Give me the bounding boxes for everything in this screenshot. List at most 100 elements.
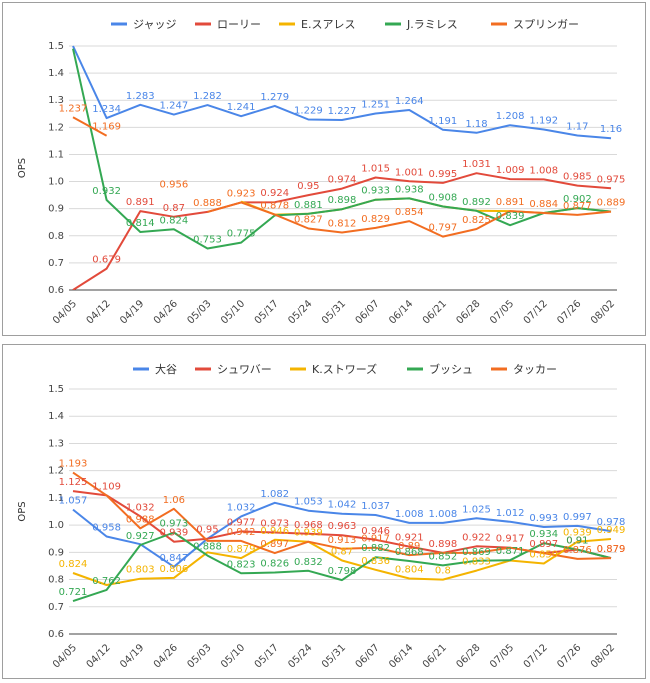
data-label: 0.938 bbox=[395, 184, 424, 195]
data-label: 0.877 bbox=[563, 201, 592, 212]
data-label: 1.169 bbox=[92, 122, 121, 133]
data-label: 0.812 bbox=[328, 219, 357, 230]
x-tick-label: 06/28 bbox=[454, 298, 482, 326]
data-label: 1.17 bbox=[566, 121, 588, 132]
series-line bbox=[72, 471, 612, 560]
data-label: 0.956 bbox=[160, 179, 189, 190]
x-tick-label: 06/21 bbox=[421, 298, 449, 326]
data-label: 0.939 bbox=[160, 528, 189, 539]
x-tick-label: 07/12 bbox=[522, 298, 550, 326]
data-label: 0.832 bbox=[294, 557, 323, 568]
data-label: 0.879 bbox=[597, 544, 626, 555]
data-label: 1.282 bbox=[193, 91, 222, 102]
data-label: 0.968 bbox=[294, 520, 323, 531]
data-label: 0.859 bbox=[529, 549, 558, 560]
data-label: 1.193 bbox=[59, 459, 88, 470]
data-label: 0.946 bbox=[260, 526, 289, 537]
data-label: 0.913 bbox=[328, 535, 357, 546]
data-label: 0.827 bbox=[294, 214, 323, 225]
data-label: 1.057 bbox=[59, 496, 88, 507]
data-label: 0.917 bbox=[361, 534, 390, 545]
data-label: 0.946 bbox=[361, 526, 390, 537]
x-tick-label: 06/07 bbox=[354, 642, 382, 670]
x-tick-label: 06/14 bbox=[387, 298, 415, 326]
data-label: 0.898 bbox=[328, 195, 357, 206]
data-label: 0.891 bbox=[496, 197, 525, 208]
data-label: 1.191 bbox=[429, 116, 458, 127]
series-line bbox=[72, 172, 612, 290]
data-label: 1.025 bbox=[462, 504, 491, 515]
x-tick-label: 04/05 bbox=[51, 298, 79, 326]
x-tick-label: 04/12 bbox=[85, 642, 113, 670]
data-label: 0.8 bbox=[435, 566, 451, 577]
y-tick-label: 1.4 bbox=[48, 68, 64, 79]
data-label: 0.881 bbox=[294, 200, 323, 211]
data-label: 1.283 bbox=[126, 91, 155, 102]
data-label: 0.91 bbox=[566, 536, 588, 547]
data-label: 0.897 bbox=[260, 539, 289, 550]
data-label: 0.908 bbox=[429, 192, 458, 203]
x-tick-label: 07/12 bbox=[522, 642, 550, 670]
data-label: 0.891 bbox=[126, 197, 155, 208]
data-label: 0.89 bbox=[398, 541, 420, 552]
data-label: 0.882 bbox=[361, 543, 390, 554]
x-tick-label: 04/19 bbox=[118, 642, 146, 670]
data-label: 0.977 bbox=[227, 517, 256, 528]
data-label: 0.921 bbox=[395, 533, 424, 544]
legend-item: ローリー bbox=[195, 18, 261, 31]
legend-label: スプリンガー bbox=[513, 18, 579, 31]
legend: 大谷 シュワバー K.ストワーズ ブッシュ タッカー bbox=[133, 362, 557, 376]
x-tick-label: 07/05 bbox=[488, 642, 516, 670]
data-label: 0.852 bbox=[429, 551, 458, 562]
data-label: 1.234 bbox=[92, 104, 121, 115]
data-label: 0.824 bbox=[59, 559, 88, 570]
data-label: 1.227 bbox=[328, 106, 357, 117]
x-tick-label: 05/31 bbox=[320, 642, 348, 670]
data-label: 1.229 bbox=[294, 105, 323, 116]
data-label: 1.082 bbox=[260, 489, 289, 500]
data-label: 0.806 bbox=[160, 564, 189, 575]
data-label: 0.942 bbox=[227, 527, 256, 538]
data-label: 0.804 bbox=[395, 564, 424, 575]
y-tick-label: 0.7 bbox=[48, 258, 64, 269]
data-label: 0.823 bbox=[227, 559, 256, 570]
y-tick-label: 1.0 bbox=[48, 520, 64, 531]
data-label: 1.125 bbox=[59, 477, 88, 488]
data-label: 1.042 bbox=[328, 500, 357, 511]
y-axis-title: OPS bbox=[17, 158, 28, 178]
data-label: 0.898 bbox=[429, 539, 458, 550]
x-tick-label: 05/10 bbox=[219, 642, 247, 670]
data-label: 0.892 bbox=[462, 197, 491, 208]
legend-label: J.ラミレス bbox=[406, 18, 458, 31]
x-axis: 04/05 04/12 04/19 04/26 05/03 05/10 05/17 05/24… bbox=[51, 298, 617, 326]
legend-label: E.スアレス bbox=[301, 18, 355, 31]
data-label: 1.012 bbox=[496, 508, 525, 519]
data-label: 0.833 bbox=[462, 557, 491, 568]
data-label: 0.839 bbox=[496, 211, 525, 222]
y-tick-label: 0.7 bbox=[48, 602, 64, 613]
data-label: 0.922 bbox=[462, 532, 491, 543]
series-line bbox=[72, 45, 612, 140]
legend-item: K.ストワーズ bbox=[290, 362, 377, 376]
series-lines bbox=[72, 471, 612, 603]
ops-chart-1: ジャッジ ローリー E.スアレス J.ラミレス スプリンガー0.60.70.80.91.… bbox=[17, 18, 625, 327]
data-label: 1.241 bbox=[227, 102, 256, 113]
y-tick-label: 1.2 bbox=[48, 122, 64, 133]
data-label: 1.015 bbox=[361, 163, 390, 174]
x-tick-label: 06/21 bbox=[421, 642, 449, 670]
data-label: 1.264 bbox=[395, 96, 424, 107]
x-tick-label: 05/03 bbox=[185, 298, 213, 326]
y-tick-label: 1.5 bbox=[48, 41, 64, 52]
x-tick-label: 05/31 bbox=[320, 298, 348, 326]
data-label: 0.923 bbox=[227, 188, 256, 199]
gridlines: 0.6 0.7 0.8 0.9 1.0 1.1 1.2 1.3 1.4 1.5 bbox=[48, 384, 617, 640]
x-tick-label: 04/19 bbox=[118, 298, 146, 326]
y-tick-label: 1.3 bbox=[48, 438, 64, 449]
data-label: 0.836 bbox=[361, 556, 390, 567]
data-label: 1.037 bbox=[361, 501, 390, 512]
data-label: 1.251 bbox=[361, 100, 390, 111]
data-label: 0.997 bbox=[563, 512, 592, 523]
data-label: 1.109 bbox=[92, 481, 121, 492]
x-tick-label: 05/24 bbox=[286, 642, 314, 670]
data-label: 1.031 bbox=[462, 159, 491, 170]
